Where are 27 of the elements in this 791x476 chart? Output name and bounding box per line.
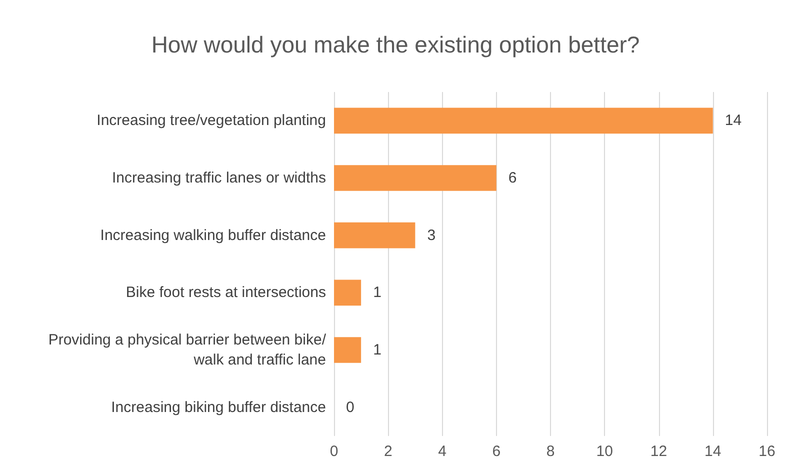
x-tick-label: 16 (758, 443, 776, 460)
x-tick-label: 10 (596, 443, 613, 460)
bar (334, 222, 416, 248)
x-tick-label: 0 (330, 443, 338, 460)
bar (334, 337, 362, 363)
data-label: 1 (373, 342, 382, 358)
x-tick-label: 2 (384, 443, 392, 460)
bar (334, 280, 362, 306)
y-tick-label: Increasing walking buffer distance (100, 226, 326, 244)
y-tick-label: Increasing tree/vegetation planting (96, 112, 326, 130)
x-tick-label: 4 (438, 443, 446, 460)
data-label: 6 (508, 170, 517, 186)
x-tick-label: 8 (546, 443, 555, 460)
bar (334, 108, 713, 134)
data-label: 1 (373, 284, 382, 302)
x-tick-label: 12 (650, 443, 668, 460)
y-tick-label: Bike foot rests at intersections (126, 284, 326, 302)
data-label: 14 (724, 112, 742, 130)
x-tick-label: 6 (492, 443, 501, 460)
y-tick-label: Increasing biking buffer distance (111, 398, 326, 416)
data-label: 3 (427, 226, 436, 244)
data-label: 0 (346, 398, 354, 416)
chart-title: How would you make the existing option better? (151, 32, 640, 58)
bar (334, 165, 496, 191)
x-tick-label: 14 (704, 443, 722, 460)
y-tick-label: Increasing traffic lanes or widths (112, 170, 326, 186)
y-tick-label: Providing a physical barrier between bike/walk and traffic lane (48, 332, 327, 368)
